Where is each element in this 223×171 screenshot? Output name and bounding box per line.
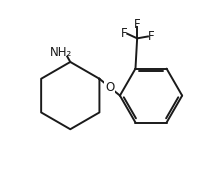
Text: O: O xyxy=(105,81,114,94)
Text: F: F xyxy=(121,27,128,40)
Text: F: F xyxy=(148,30,154,43)
Text: F: F xyxy=(134,18,140,31)
Text: NH₂: NH₂ xyxy=(50,46,72,59)
